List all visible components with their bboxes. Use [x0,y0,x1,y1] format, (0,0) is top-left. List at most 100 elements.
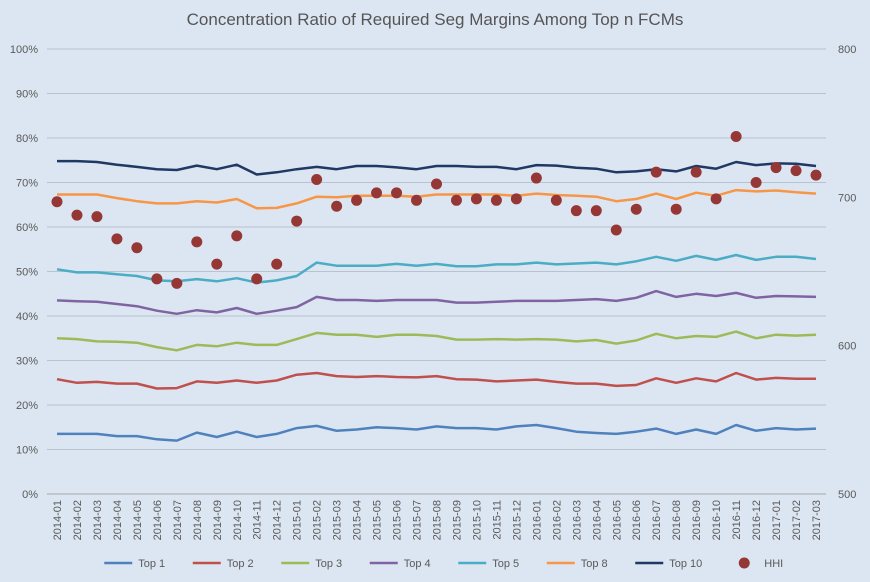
x-tick-label: 2014-07 [172,500,184,540]
legend-label: Top 10 [669,558,702,570]
x-tick-label: 2015-09 [451,500,463,540]
data-point-hhi [251,273,263,285]
x-tick-label: 2017-02 [791,500,803,540]
data-point-hhi [171,277,183,289]
legend-item: HHI [738,557,783,570]
data-point-hhi [111,233,123,245]
data-point-hhi [770,162,782,174]
x-tick-label: 2017-03 [811,500,823,540]
chart-title: Concentration Ratio of Required Seg Marg… [186,10,684,29]
data-point-hhi [331,200,343,212]
y-left-tick-label: 100% [10,44,38,56]
y-right-tick-label: 700 [838,192,856,204]
y-right-tick-label: 500 [838,489,856,501]
x-tick-label: 2014-10 [232,500,244,540]
x-tick-label: 2014-03 [92,500,104,540]
y-right-tick-label: 600 [838,341,856,353]
x-tick-label: 2015-04 [352,500,364,540]
y-left-tick-label: 10% [16,445,38,457]
x-tick-label: 2016-09 [691,500,703,540]
data-point-hhi [131,242,143,254]
y-left-tick-label: 30% [16,356,38,368]
series-line-top-8 [57,188,817,210]
legend-item: Top 1 [104,558,165,570]
x-tick-label: 2016-11 [731,500,743,540]
legend-item: Top 8 [546,558,608,570]
x-tick-label: 2016-06 [631,500,643,540]
x-tick-label: 2016-04 [591,500,603,540]
legend: Top 1 Top 2 Top 3 Top 4 Top 5 Top 8 Top 10 HHI [104,557,783,570]
legend-label: Top 3 [315,558,342,570]
data-point-hhi [790,165,802,177]
x-tick-label: 2016-01 [531,500,543,540]
legend-label: Top 2 [227,558,254,570]
x-tick-label: 2014-04 [112,500,124,540]
series-line-top-1 [57,423,817,442]
data-point-hhi [391,187,403,199]
data-point-hhi [411,194,423,206]
x-tick-label: 2014-09 [212,500,224,540]
data-point-hhi [530,172,542,184]
legend-label: Top 4 [404,558,431,570]
data-point-hhi [470,193,482,205]
data-point-hhi [450,194,462,206]
data-point-hhi [550,194,562,206]
y-left-tick-label: 80% [16,133,38,145]
x-tick-label: 2016-10 [711,500,723,540]
x-tick-label: 2016-03 [571,500,583,540]
data-point-hhi [710,193,722,205]
x-tick-label: 2014-06 [152,500,164,540]
data-point-hhi [730,131,742,143]
legend-item: Top 4 [369,558,431,570]
data-point-hhi [431,178,442,190]
legend-item: Top 2 [192,558,254,570]
x-tick-label: 2015-06 [392,500,404,540]
data-point-hhi [51,196,63,208]
y-left-tick-label: 40% [16,311,38,323]
x-tick-label: 2015-11 [491,500,503,540]
series-line-top-2 [56,371,816,390]
x-tick-label: 2015-01 [292,500,304,540]
data-point-hhi [351,194,363,206]
legend-swatch [738,557,750,569]
data-point-hhi [690,166,702,178]
data-point-hhi [610,224,622,236]
x-tick-label: 2015-10 [471,500,483,540]
data-point-hhi [590,205,602,217]
data-point-hhi [271,258,283,270]
legend-item: Top 5 [458,558,519,570]
legend-label: Top 5 [492,558,519,570]
data-point-hhi [311,174,323,186]
x-tick-label: 2014-01 [52,500,64,540]
series-line-top-10 [57,159,817,176]
x-tick-label: 2014-08 [192,500,204,540]
data-point-hhi [231,230,243,242]
x-tick-label: 2015-12 [511,500,523,540]
data-point-hhi [291,215,303,227]
y-left-tick-label: 0% [22,489,38,501]
y-left-tick-label: 70% [16,178,38,190]
x-tick-label: 2014-05 [132,500,144,540]
legend-label: HHI [764,558,783,570]
data-point-hhi [810,169,822,181]
x-tick-label: 2016-12 [751,500,763,540]
data-point-hhi [670,203,682,215]
legend-label: Top 8 [581,558,608,570]
x-tick-label: 2014-02 [72,500,84,540]
data-point-hhi [750,177,762,188]
legend-item: Top 3 [281,558,342,570]
data-point-hhi [91,211,103,223]
series-line-top-4 [56,289,817,316]
y-left-tick-label: 50% [16,267,38,279]
series-line-top-3 [56,330,817,352]
x-tick-label: 2014-12 [272,500,284,540]
data-point-hhi [510,193,522,205]
x-tick-label: 2014-11 [252,500,264,540]
data-point-hhi [191,236,203,248]
x-tick-label: 2016-08 [671,500,683,540]
legend-item: Top 10 [635,558,702,570]
data-point-hhi [71,209,83,221]
x-tick-label: 2016-07 [651,500,663,540]
